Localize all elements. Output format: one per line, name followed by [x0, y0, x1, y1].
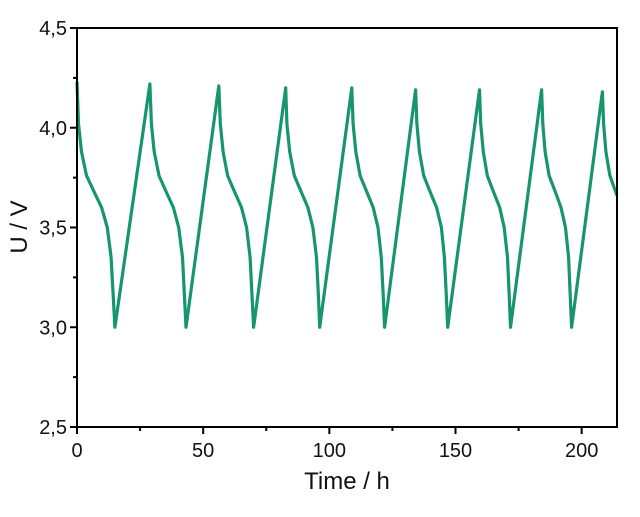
y-tick-labels: 2,5 3,0 3,5 4,0 4,5: [39, 18, 67, 439]
x-tick-label: 150: [439, 440, 472, 462]
x-tick-label: 0: [71, 440, 82, 462]
y-tick-label: 4,0: [39, 118, 67, 140]
x-tick-labels: 0 50 100 150 200: [71, 440, 598, 462]
x-axis-label: Time / h: [304, 468, 390, 495]
y-axis-label: U / V: [6, 200, 33, 253]
x-tick-label: 100: [313, 440, 346, 462]
plot-frame: [76, 27, 618, 428]
y-tick-label: 3,5: [39, 218, 67, 240]
x-tick-label: 50: [192, 440, 214, 462]
voltage-curve: [75, 81, 619, 329]
y-tick-label: 2,5: [39, 417, 67, 439]
y-tick-label: 4,5: [39, 18, 67, 40]
y-tick-label: 3,0: [39, 317, 67, 339]
x-tick-label: 200: [565, 440, 598, 462]
